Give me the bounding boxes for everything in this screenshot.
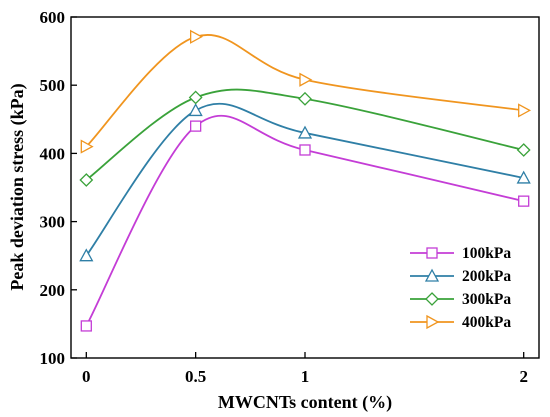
- data-point-400kPa: [190, 29, 204, 44]
- y-tick-label: 500: [40, 76, 66, 95]
- legend-label: 400kPa: [462, 314, 511, 331]
- x-axis-title: MWCNTs content (%): [218, 392, 392, 413]
- legend-label: 100kPa: [462, 245, 511, 262]
- y-tick-label: 200: [40, 281, 66, 300]
- data-point-300kPa: [188, 90, 203, 105]
- series-markers: [79, 29, 532, 332]
- data-point-200kPa: [188, 103, 203, 117]
- legend: 100kPa 200kPa 300kPa 400kPa: [410, 245, 511, 331]
- legend-marker-400kPa: [426, 314, 440, 330]
- legend-marker-200kPa: [424, 268, 440, 282]
- series-line-200kPa: [85, 102, 524, 257]
- data-point-400kPa: [80, 139, 94, 154]
- x-tick-label: 1: [301, 367, 310, 386]
- x-tick-label: 0: [82, 367, 91, 386]
- y-tick-label: 400: [40, 144, 66, 163]
- series-line-100kPa: [85, 114, 524, 327]
- data-point-100kPa: [80, 320, 92, 332]
- series-line-300kPa: [85, 88, 524, 181]
- x-tick-label: 0.5: [185, 367, 206, 386]
- data-point-200kPa: [297, 125, 313, 139]
- y-tick-label: 100: [40, 349, 66, 368]
- data-point-400kPa: [299, 72, 313, 87]
- series-line-400kPa: [85, 34, 524, 148]
- y-axis-title: Peak deviation stress (kPa): [7, 83, 28, 290]
- y-tick-label: 300: [40, 213, 66, 232]
- legend-marker-300kPa: [425, 292, 439, 306]
- data-point-400kPa: [518, 103, 532, 118]
- x-tick-label: 2: [519, 367, 528, 386]
- data-point-300kPa: [298, 91, 312, 106]
- data-point-100kPa: [190, 120, 202, 132]
- data-point-200kPa: [79, 248, 94, 262]
- data-point-200kPa: [516, 170, 531, 184]
- axis-ticks: 0 0.5 1 2 100 200 300 400 500 600: [40, 8, 528, 386]
- series-lines: [85, 34, 524, 327]
- y-tick-label: 600: [40, 8, 66, 27]
- legend-label: 200kPa: [462, 268, 511, 285]
- legend-marker-100kPa: [426, 247, 438, 259]
- data-point-300kPa: [516, 143, 531, 157]
- legend-label: 300kPa: [462, 291, 511, 308]
- data-point-300kPa: [79, 173, 94, 187]
- data-point-100kPa: [518, 195, 530, 207]
- data-point-100kPa: [299, 144, 311, 156]
